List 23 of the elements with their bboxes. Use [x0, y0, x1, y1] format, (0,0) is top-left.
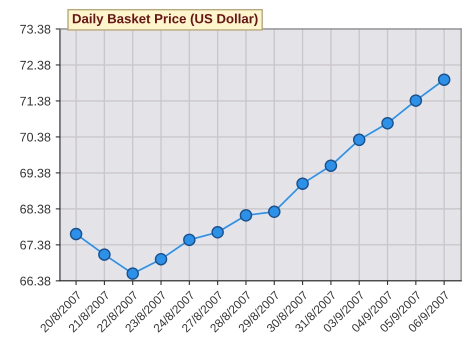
- y-tick-label: 70.38: [20, 132, 50, 142]
- point: [438, 73, 450, 86]
- point: [126, 267, 139, 280]
- point: [211, 226, 224, 239]
- point: [324, 159, 338, 172]
- y-tick-label: 69.38: [20, 168, 50, 178]
- y-tick-label: 71.38: [20, 96, 50, 106]
- point: [183, 234, 196, 246]
- point: [98, 248, 111, 261]
- point: [154, 252, 168, 266]
- point: [70, 228, 82, 240]
- y-tick-label: 68.38: [20, 204, 50, 214]
- point: [296, 177, 309, 190]
- y-tick-label: 67.38: [20, 240, 50, 250]
- chart-title: Daily Basket Price (US Dollar): [72, 14, 258, 26]
- point: [240, 209, 252, 222]
- y-tick-label: 72.38: [20, 60, 50, 70]
- y-tick-label: 73.38: [20, 24, 50, 34]
- y-tick-label: 66.38: [20, 276, 50, 286]
- point: [268, 206, 281, 218]
- point: [352, 134, 366, 146]
- point: [410, 94, 422, 107]
- point: [381, 116, 394, 130]
